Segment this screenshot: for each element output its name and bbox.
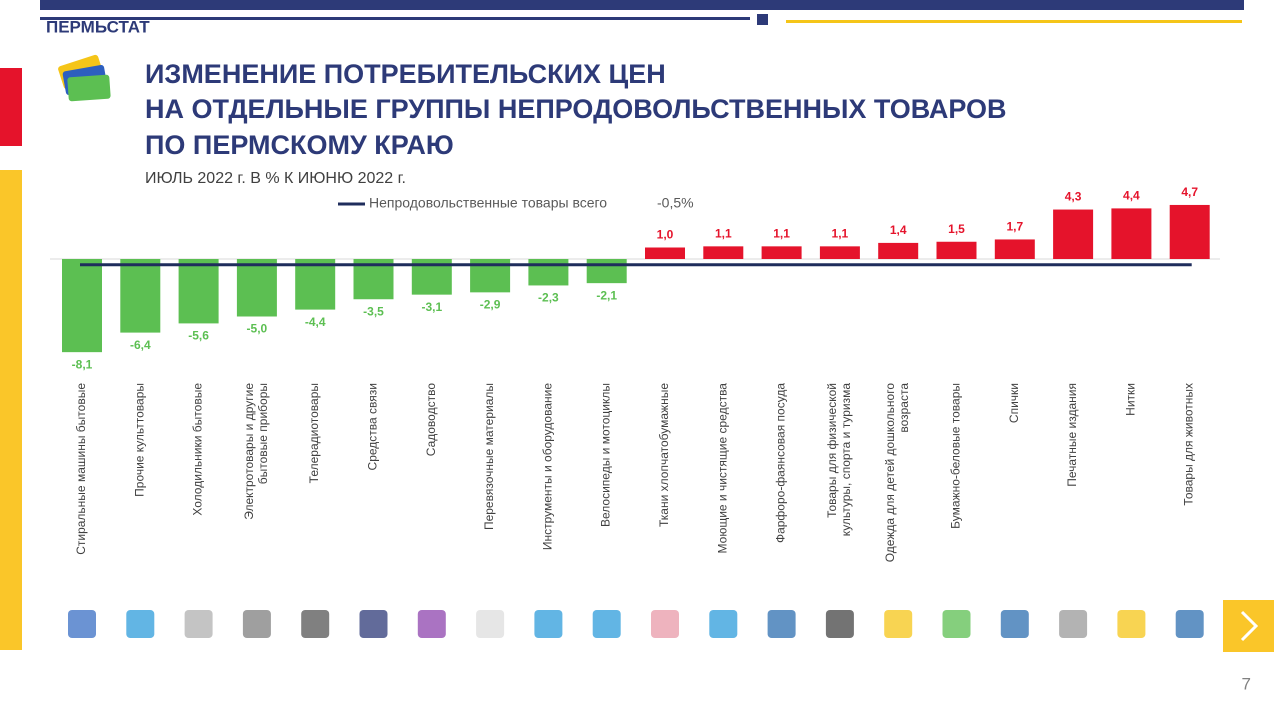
category-label: Стиральные машины бытовые — [74, 383, 88, 555]
legend-label: Непродовольственные товары всего — [369, 195, 607, 211]
bar — [178, 259, 219, 324]
value-label: 1,0 — [657, 228, 674, 242]
category-label: Товары для физическойкультуры, спорта и … — [825, 383, 853, 537]
bar — [819, 246, 860, 259]
value-label: -5,6 — [188, 329, 209, 343]
side-bar-red — [0, 68, 22, 146]
subtitle: ИЮЛЬ 2022 г. В % К ИЮНЮ 2022 г. — [145, 170, 406, 187]
value-label: -5,0 — [247, 322, 268, 336]
category-label: Спички — [1007, 383, 1021, 423]
top-bar — [40, 0, 1244, 10]
bar — [295, 259, 336, 310]
logo-icon — [58, 54, 111, 102]
value-label: -2,1 — [596, 288, 617, 302]
category-label: Садоводство — [424, 383, 438, 457]
value-label: 1,7 — [1006, 220, 1023, 234]
category-label: Ткани хлопчатобумажные — [657, 383, 671, 527]
bar — [936, 241, 977, 259]
category-label: Инструменты и оборудование — [541, 383, 555, 550]
category-icon — [884, 610, 913, 638]
category-label: Фарфоро-фаянсовая посуда — [774, 383, 788, 543]
bar — [62, 259, 102, 353]
reference-label: -0,5% — [657, 195, 694, 211]
title-line: ПО ПЕРМСКОМУ КРАЮ — [145, 130, 454, 160]
value-label: 1,1 — [832, 227, 849, 241]
category-label: Велосипеды и мотоциклы — [599, 383, 613, 527]
value-label: -8,1 — [72, 357, 93, 371]
bar — [645, 247, 685, 259]
category-label: Электротовары и другиебытовые приборы — [242, 383, 270, 520]
value-label: 4,4 — [1123, 189, 1140, 203]
category-icon — [1000, 610, 1029, 638]
category-label: Средства связи — [366, 383, 380, 470]
category-icon — [1175, 610, 1204, 638]
top-square — [757, 14, 768, 25]
side-bar-yellow — [0, 170, 22, 650]
brand: ПЕРМЬСТАТ — [46, 17, 150, 36]
bar — [120, 259, 161, 333]
bar — [1169, 204, 1210, 259]
category-icon — [767, 610, 796, 638]
category-label: Холодильники бытовые — [191, 383, 205, 516]
value-label: -4,4 — [305, 315, 326, 329]
category-label: Товары для животных — [1182, 383, 1196, 506]
category-icon — [651, 610, 679, 638]
value-label: -3,1 — [421, 300, 442, 314]
category-label: Бумажно-беловые товары — [949, 383, 963, 529]
category-label: Нитки — [1124, 383, 1138, 416]
category-icon — [417, 610, 446, 638]
category-icon — [534, 610, 563, 638]
bar — [1053, 209, 1094, 259]
title-line: НА ОТДЕЛЬНЫЕ ГРУППЫ НЕПРОДОВОЛЬСТВЕННЫХ … — [145, 94, 1007, 124]
category-icon — [709, 610, 738, 638]
value-label: -6,4 — [130, 338, 151, 352]
value-label: 1,4 — [890, 223, 907, 237]
bar — [1111, 208, 1152, 259]
category-icon — [359, 610, 388, 638]
value-label: 1,1 — [715, 227, 732, 241]
category-icon — [1059, 610, 1088, 638]
bar — [761, 246, 802, 259]
bar — [528, 259, 569, 286]
category-label: Телерадиотовары — [307, 383, 321, 483]
value-label: -2,9 — [480, 298, 501, 312]
top-rule — [40, 17, 750, 20]
category-icon — [184, 610, 213, 638]
bar — [994, 239, 1035, 259]
value-label: -3,5 — [363, 304, 384, 318]
category-icon — [825, 610, 854, 638]
value-label: 4,3 — [1065, 190, 1082, 204]
bar — [703, 246, 744, 259]
category-icon — [68, 610, 96, 638]
category-icon — [301, 610, 330, 638]
page-number: 7 — [1242, 674, 1251, 693]
value-label: 1,1 — [773, 227, 790, 241]
category-label: Моющие и чистящие средства — [715, 383, 729, 554]
category-icon — [1117, 610, 1146, 638]
category-icon — [242, 610, 271, 638]
top-rule-yellow — [786, 20, 1242, 23]
title-line: ИЗМЕНЕНИЕ ПОТРЕБИТЕЛЬСКИХ ЦЕН — [145, 59, 666, 89]
category-label: Перевязочные материалы — [482, 383, 496, 530]
category-icon — [126, 610, 155, 638]
category-label: Прочие культтовары — [132, 383, 146, 497]
category-icon — [592, 610, 621, 638]
value-label: 1,5 — [948, 222, 965, 236]
bar — [586, 259, 627, 284]
category-label: Печатные издания — [1065, 383, 1079, 487]
next-button[interactable] — [1223, 600, 1274, 652]
value-label: -2,3 — [538, 291, 559, 305]
bar — [236, 259, 277, 317]
next-arrow — [1240, 610, 1259, 642]
category-icon — [942, 610, 971, 638]
bar — [878, 242, 919, 259]
value-label: 4,7 — [1181, 185, 1198, 199]
category-label: Одежда для детей дошкольноговозраста — [883, 383, 911, 563]
category-icon — [476, 610, 505, 638]
